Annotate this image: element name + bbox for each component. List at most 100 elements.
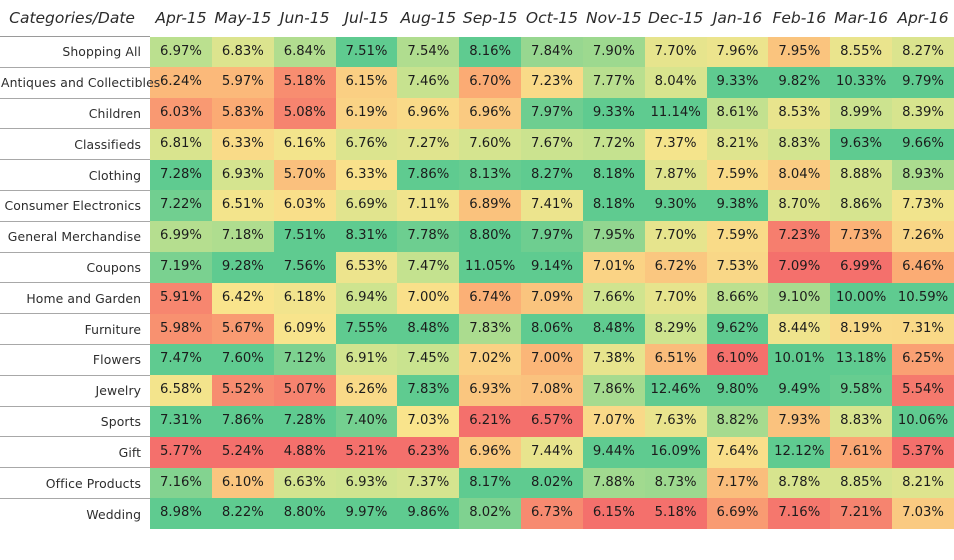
cell-value: 7.19% <box>150 252 212 283</box>
heatmap-cell: 10.33% <box>830 67 892 98</box>
cell-value: 8.29% <box>645 314 707 345</box>
cell-value: 8.82% <box>707 406 769 437</box>
column-header-nov-15: Nov-15 <box>583 0 645 37</box>
heatmap-cell: 6.84% <box>274 37 336 68</box>
cell-value: 6.21% <box>459 406 521 437</box>
heatmap-cell: 7.37% <box>645 129 707 160</box>
heatmap-cell: 7.47% <box>397 252 459 283</box>
heatmap-cell: 6.81% <box>150 129 212 160</box>
row-label-coupons: Coupons <box>0 252 150 283</box>
cell-value: 8.88% <box>830 160 892 191</box>
heatmap-cell: 7.09% <box>768 252 830 283</box>
cell-value: 6.99% <box>830 252 892 283</box>
heatmap-cell: 6.93% <box>336 468 398 499</box>
cell-value: 6.73% <box>521 498 583 529</box>
cell-value: 16.09% <box>645 437 707 468</box>
heatmap-cell: 9.10% <box>768 283 830 314</box>
heatmap-cell: 8.83% <box>830 406 892 437</box>
cell-value: 6.51% <box>212 190 274 221</box>
column-header-oct-15: Oct-15 <box>521 0 583 37</box>
heatmap-cell: 7.23% <box>521 67 583 98</box>
heatmap-cell: 7.90% <box>583 37 645 68</box>
heatmap-cell: 6.03% <box>274 190 336 221</box>
heatmap-cell: 8.70% <box>768 190 830 221</box>
cell-value: 7.51% <box>274 221 336 252</box>
cell-value: 11.14% <box>645 98 707 129</box>
heatmap-cell: 9.63% <box>830 129 892 160</box>
cell-value: 7.84% <box>521 37 583 68</box>
cell-value: 7.01% <box>583 252 645 283</box>
cell-value: 5.98% <box>150 314 212 345</box>
heatmap-cell: 7.64% <box>707 437 769 468</box>
heatmap-cell: 6.42% <box>212 283 274 314</box>
cell-value: 7.59% <box>707 160 769 191</box>
cell-value: 7.95% <box>768 37 830 68</box>
heatmap-cell: 8.80% <box>274 498 336 529</box>
cell-value: 8.22% <box>212 498 274 529</box>
cell-value: 7.72% <box>583 129 645 160</box>
cell-value: 7.54% <box>397 37 459 68</box>
heatmap-cell: 5.83% <box>212 98 274 129</box>
heatmap-cell: 6.24% <box>150 67 212 98</box>
cell-value: 7.55% <box>336 314 398 345</box>
cell-value: 7.11% <box>397 190 459 221</box>
heatmap-cell: 7.86% <box>397 160 459 191</box>
heatmap-cell: 6.51% <box>212 190 274 221</box>
heatmap-cell: 5.37% <box>892 437 954 468</box>
heatmap-cell: 7.19% <box>150 252 212 283</box>
cell-value: 6.69% <box>707 498 769 529</box>
heatmap-cell: 8.17% <box>459 468 521 499</box>
cell-value: 8.31% <box>336 221 398 252</box>
heatmap-cell: 8.83% <box>768 129 830 160</box>
heatmap-cell: 7.97% <box>521 221 583 252</box>
cell-value: 8.17% <box>459 468 521 499</box>
cell-value: 7.26% <box>892 221 954 252</box>
heatmap-cell: 7.93% <box>768 406 830 437</box>
heatmap-cell: 6.97% <box>150 37 212 68</box>
row-label-consumer-electronics: Consumer Electronics <box>0 190 150 221</box>
heatmap-cell: 7.51% <box>274 221 336 252</box>
cell-value: 9.33% <box>707 67 769 98</box>
cell-value: 7.45% <box>397 344 459 375</box>
heatmap-cell: 5.08% <box>274 98 336 129</box>
cell-value: 5.07% <box>274 375 336 406</box>
heatmap-cell: 8.93% <box>892 160 954 191</box>
cell-value: 7.70% <box>645 37 707 68</box>
heatmap-cell: 8.19% <box>830 314 892 345</box>
heatmap-cell: 11.14% <box>645 98 707 129</box>
heatmap-cell: 6.99% <box>150 221 212 252</box>
cell-value: 7.16% <box>150 468 212 499</box>
cell-value: 12.46% <box>645 375 707 406</box>
cell-value: 7.93% <box>768 406 830 437</box>
heatmap-cell: 7.03% <box>892 498 954 529</box>
cell-value: 7.60% <box>459 129 521 160</box>
row-label-jewelry: Jewelry <box>0 375 150 406</box>
cell-value: 6.94% <box>336 283 398 314</box>
cell-value: 7.07% <box>583 406 645 437</box>
cell-value: 7.83% <box>459 314 521 345</box>
cell-value: 7.63% <box>645 406 707 437</box>
cell-value: 7.73% <box>830 221 892 252</box>
heatmap-cell: 6.10% <box>212 468 274 499</box>
heatmap-cell: 7.96% <box>707 37 769 68</box>
column-header-mar-16: Mar-16 <box>830 0 892 37</box>
column-header-may-15: May-15 <box>212 0 274 37</box>
cell-value: 7.70% <box>645 283 707 314</box>
cell-value: 6.97% <box>150 37 212 68</box>
heatmap-cell: 7.83% <box>397 375 459 406</box>
heatmap-cell: 7.73% <box>830 221 892 252</box>
column-header-aug-15: Aug-15 <box>397 0 459 37</box>
heatmap-cell: 6.33% <box>336 160 398 191</box>
heatmap-cell: 8.48% <box>397 314 459 345</box>
cell-value: 8.27% <box>521 160 583 191</box>
cell-value: 5.18% <box>645 498 707 529</box>
cell-value: 7.73% <box>892 190 954 221</box>
heatmap-cell: 6.18% <box>274 283 336 314</box>
heatmap-cell: 7.38% <box>583 344 645 375</box>
